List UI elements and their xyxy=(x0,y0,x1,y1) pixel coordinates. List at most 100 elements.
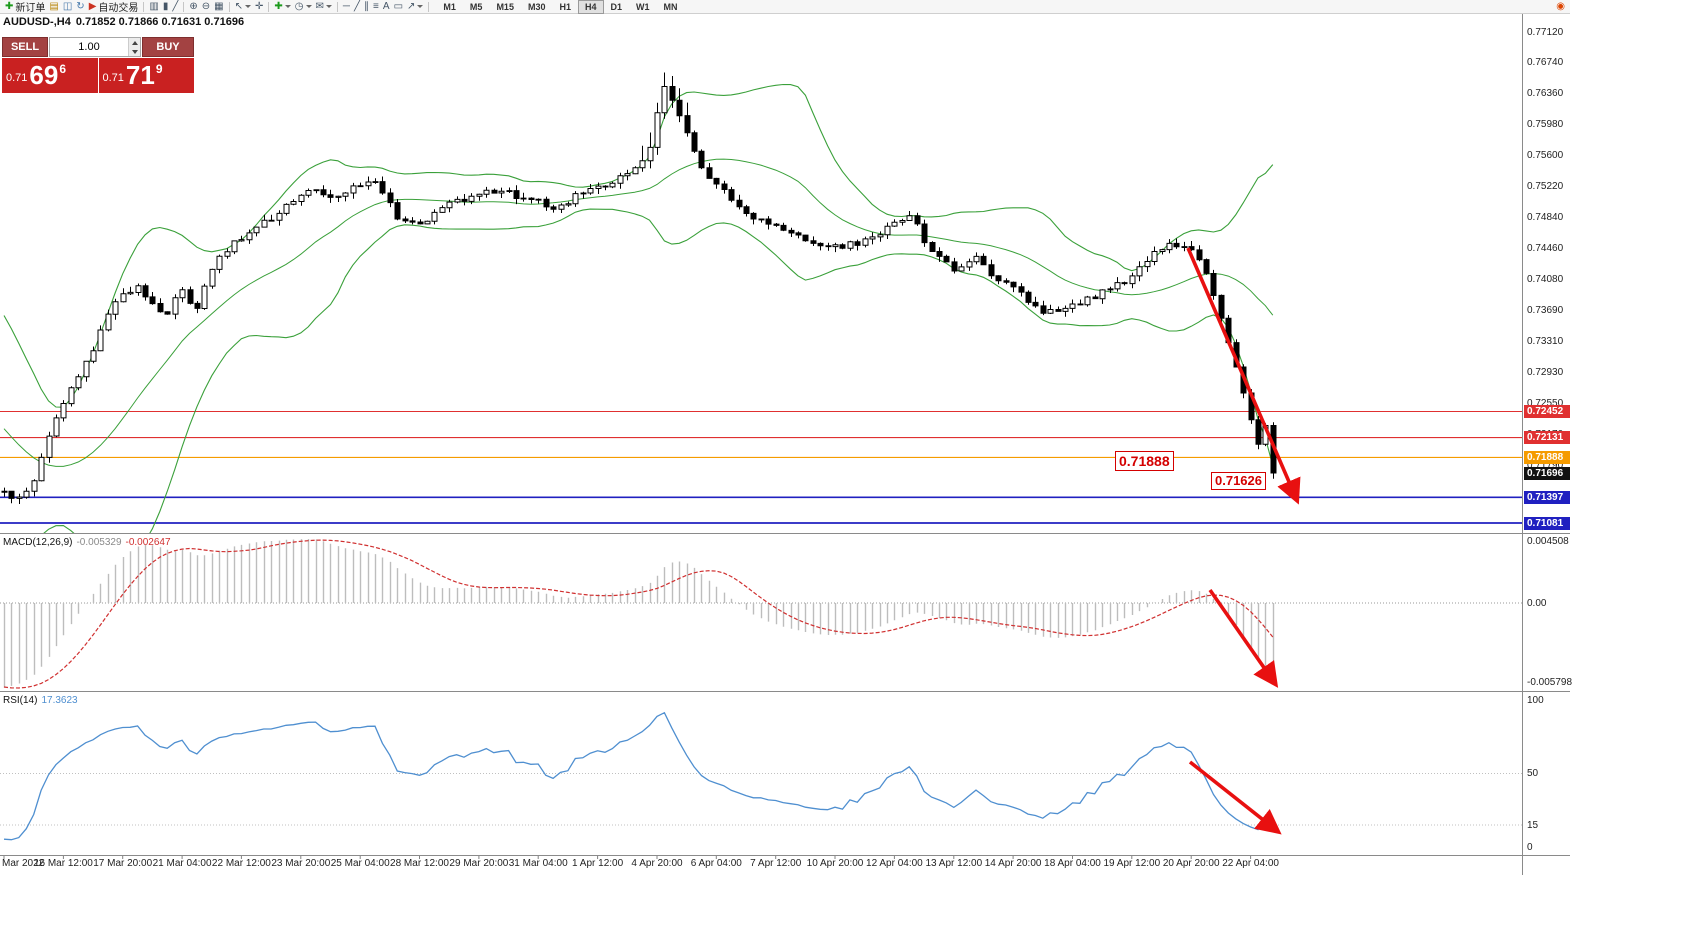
price-axis-label: 0.75980 xyxy=(1527,119,1564,131)
chevron-down-icon[interactable] xyxy=(245,5,252,8)
macd-axis-label: -0.005798 xyxy=(1527,677,1573,689)
arrows-tool-icon[interactable]: ↗ xyxy=(405,0,425,13)
candle-wicks xyxy=(4,72,1274,504)
alerts-icon[interactable]: ◉ xyxy=(1554,0,1567,13)
timeframe-m1[interactable]: M1 xyxy=(443,1,456,12)
price-axis[interactable]: 0.77120 0.76740 0.76360 0.75980 0.75600 0.752… xyxy=(1522,14,1573,875)
volume-down-button[interactable] xyxy=(129,47,140,56)
periods-icon[interactable]: ◷ xyxy=(293,0,314,13)
text-icon[interactable]: A xyxy=(381,0,392,13)
timeframe-h1[interactable]: H1 xyxy=(559,1,571,12)
timeframe-d1[interactable]: D1 xyxy=(610,1,623,12)
time-axis-label: 18 Apr 04:00 xyxy=(1044,858,1101,869)
zoom-out-icon[interactable]: ⊖ xyxy=(200,0,212,13)
rsi-layer[interactable] xyxy=(0,711,1522,841)
price-axis-label: 0.74080 xyxy=(1527,273,1564,285)
trend-arrow[interactable] xyxy=(1208,588,1279,688)
trend-arrow[interactable] xyxy=(1188,760,1282,835)
volume-up-button[interactable] xyxy=(129,38,140,47)
chart-symbol-info: AUDUSD-,H4 0.71852 0.71866 0.71631 0.7169… xyxy=(3,16,249,28)
new-order-button[interactable]: ✚ 新订单 xyxy=(3,0,47,15)
timeframe-mn[interactable]: MN xyxy=(663,1,678,12)
time-axis-label: 17 Mar 20:00 xyxy=(93,858,152,869)
charts-grid-icon[interactable]: ▤ xyxy=(47,0,60,13)
chevron-down-icon[interactable] xyxy=(284,5,291,8)
toolbar-separator xyxy=(228,1,230,12)
macd-signal-value: -0.002647 xyxy=(125,537,171,548)
buy-button[interactable]: BUY xyxy=(142,37,194,57)
macd-panel-separator[interactable] xyxy=(0,533,1570,534)
zoom-in-icon[interactable]: ⊕ xyxy=(187,0,199,13)
bollinger-lower-band xyxy=(43,208,1274,533)
add-indicator-icon[interactable]: ✚ xyxy=(272,0,292,13)
new-order-glyph: ✚ xyxy=(5,0,14,12)
buy-price-display[interactable]: 0.71 71 9 xyxy=(98,58,194,93)
macd-layer[interactable] xyxy=(0,539,1522,689)
price-chart-layer[interactable] xyxy=(0,72,1522,565)
line-chart-icon[interactable]: ╱ xyxy=(170,0,180,13)
level-price-tag: 0.71888 xyxy=(1524,450,1570,464)
sell-price-prefix: 0.71 xyxy=(6,72,28,84)
sell-price-pip: 6 xyxy=(59,62,67,76)
chevron-down-icon[interactable] xyxy=(325,5,332,8)
cursor-icon[interactable]: ↖ xyxy=(233,0,253,13)
fibonacci-icon[interactable]: ≡ xyxy=(371,0,381,13)
tile-windows-icon-glyph: ▦ xyxy=(214,0,224,12)
sell-button[interactable]: SELL xyxy=(2,37,48,57)
timeframe-m15[interactable]: M15 xyxy=(496,1,514,12)
buy-price-prefix: 0.71 xyxy=(102,72,124,84)
timeframe-h4[interactable]: H4 xyxy=(577,0,604,14)
arrows-tool-icon-glyph: ↗ xyxy=(407,0,416,12)
templates-icon[interactable]: ✉ xyxy=(314,0,334,13)
time-axis-label: 20 Apr 20:00 xyxy=(1163,858,1220,869)
rsi-axis-label: 50 xyxy=(1527,768,1539,779)
crosshair-icon[interactable]: ✛ xyxy=(253,0,265,13)
macd-indicator-label: MACD(12,26,9) -0.005329 -0.002647 xyxy=(3,537,171,548)
timeframe-switcher: M1 M5 M15 M30 H1 H4 D1 W1 MN xyxy=(436,0,684,14)
timeframe-m5[interactable]: M5 xyxy=(469,1,483,12)
text-icon-glyph: A xyxy=(382,0,390,12)
toolbar-separator xyxy=(428,1,430,12)
time-axis-label: 22 Mar 12:00 xyxy=(212,858,271,869)
time-axis-label: 1 Apr 12:00 xyxy=(572,858,624,869)
time-axis-label: 6 Apr 04:00 xyxy=(691,858,743,869)
candlestick-chart-icon-glyph: ▮ xyxy=(162,0,169,12)
time-axis-label: 23 Mar 20:00 xyxy=(271,858,330,869)
price-annotation-71888[interactable]: 0.71888 xyxy=(1115,451,1174,471)
chevron-down-icon[interactable] xyxy=(305,5,312,8)
profiles-icon[interactable]: ◫ xyxy=(61,0,74,13)
candlestick-chart-icon[interactable]: ▮ xyxy=(161,0,171,13)
timeframe-m30[interactable]: M30 xyxy=(527,1,546,12)
trend-arrow[interactable] xyxy=(1186,247,1301,505)
volume-input[interactable] xyxy=(50,38,128,56)
timeframe-w1[interactable]: W1 xyxy=(636,1,650,12)
text-label-icon[interactable]: ▭ xyxy=(392,0,405,13)
auto-trading-button[interactable]: ▶ 自动交易 xyxy=(87,0,141,15)
time-axis-label: 16 Mar 12:00 xyxy=(34,858,93,869)
macd-histogram xyxy=(3,539,1275,688)
price-annotation-71626[interactable]: 0.71626 xyxy=(1211,472,1266,490)
price-axis-label: 0.74840 xyxy=(1527,211,1564,223)
bar-chart-icon-glyph: ▥ xyxy=(149,0,159,12)
sell-price-display[interactable]: 0.71 69 6 xyxy=(2,58,98,93)
templates-icon-glyph: ✉ xyxy=(315,0,324,12)
horizontal-line-icon[interactable]: ─ xyxy=(341,0,352,13)
refresh-icon[interactable]: ↻ xyxy=(74,0,86,13)
price-axis-label: 0.74460 xyxy=(1527,242,1564,254)
cursor-icon-glyph: ↖ xyxy=(234,0,244,12)
channel-icon[interactable]: ∥ xyxy=(362,0,371,13)
rsi-panel-separator[interactable] xyxy=(0,691,1570,692)
tile-windows-icon[interactable]: ▦ xyxy=(212,0,225,13)
price-axis-label: 0.71790 xyxy=(1527,459,1564,471)
auto-trading-button-label: 自动交易 xyxy=(98,3,139,14)
chevron-down-icon[interactable] xyxy=(417,5,424,8)
time-axis-label: 4 Apr 20:00 xyxy=(631,858,683,869)
price-axis-label: 0.76360 xyxy=(1527,88,1564,100)
time-axis-label: Mar 2022 xyxy=(2,858,45,869)
current-price-tag: 0.71696 xyxy=(1524,466,1570,480)
trendline-icon[interactable]: ╱ xyxy=(352,0,362,13)
time-axis-label: 25 Mar 04:00 xyxy=(331,858,390,869)
bar-chart-icon[interactable]: ▥ xyxy=(147,0,160,13)
